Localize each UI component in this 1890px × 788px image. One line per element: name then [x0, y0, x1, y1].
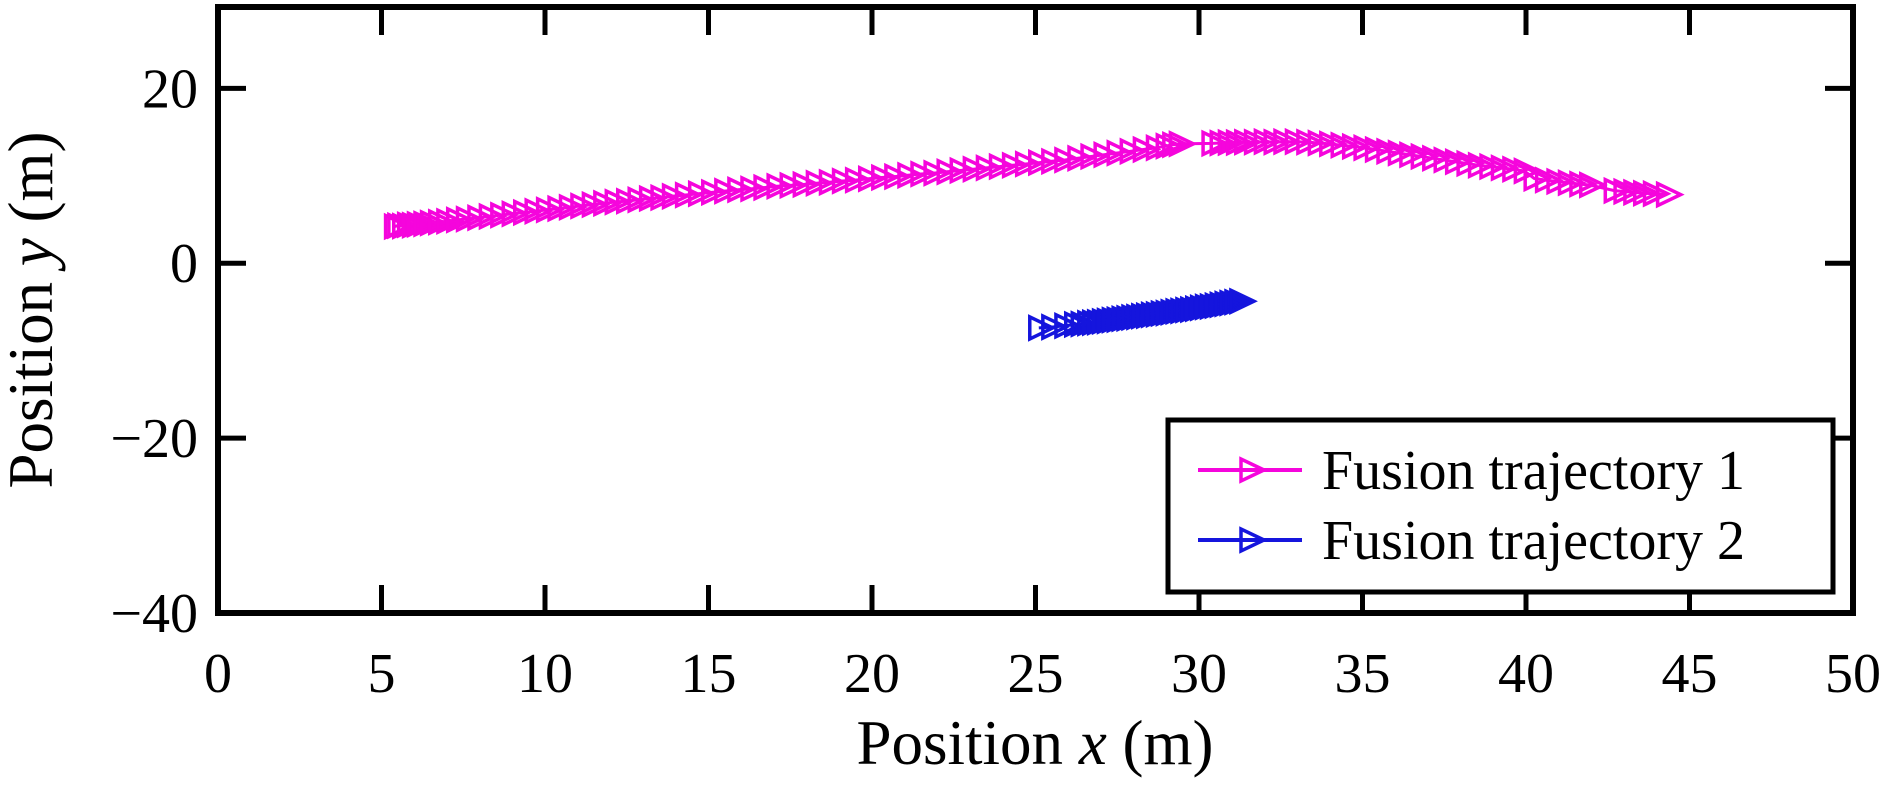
- trajectory-1-marker: [427, 208, 457, 236]
- x-axis-title: Position x (m): [856, 708, 1213, 778]
- trajectory-1: [383, 127, 1685, 241]
- x-tick-label: 20: [844, 643, 900, 705]
- y-tick-label: −20: [110, 408, 198, 470]
- x-tick-label: 15: [681, 643, 737, 705]
- legend-marker-1: [1239, 456, 1269, 484]
- axes-frame: [215, 4, 1856, 616]
- y-tick-label: −40: [110, 583, 198, 645]
- trajectory-1-marker: [1209, 129, 1239, 157]
- x-tick-label: 5: [368, 643, 396, 705]
- x-tick-label: 25: [1008, 643, 1064, 705]
- legend-frame: [1165, 417, 1836, 595]
- trajectory-1-marker: [1579, 171, 1608, 199]
- trajectory-1-marker: [413, 210, 443, 238]
- x-tick-label: 50: [1825, 643, 1881, 705]
- plot-border: [215, 4, 1856, 616]
- trajectory-1-marker: [1655, 180, 1685, 209]
- legend-label-1: Fusion trajectory 1: [1322, 440, 1745, 502]
- legend-box: Fusion trajectory 1 Fusion trajectory 2: [1165, 417, 1836, 595]
- trajectory-1-marker: [419, 209, 449, 237]
- y-tick-label: 0: [170, 233, 198, 295]
- trajectories: [383, 127, 1685, 342]
- trajectory-1-marker: [1225, 128, 1255, 157]
- trajectory-1-marker: [1168, 130, 1198, 158]
- x-tick-label: 40: [1498, 643, 1554, 705]
- legend-marker-2: [1239, 526, 1269, 554]
- y-axis-title: Position y (m): [0, 131, 66, 488]
- legend-label-2: Fusion trajectory 2: [1322, 510, 1745, 572]
- x-tick-labels: 0 5 10 15 20 25 30 35 40 45 50: [204, 643, 1881, 705]
- x-tick-label: 35: [1335, 643, 1391, 705]
- x-tick-label: 0: [204, 643, 232, 705]
- y-tick-labels: 20 0 −20 −40: [110, 58, 198, 645]
- trajectory-1-marker: [1162, 130, 1191, 159]
- trajectory-2-marker: [1229, 287, 1258, 316]
- trajectory-1-line: [394, 140, 1667, 228]
- trajectory-1-marker: [1201, 129, 1231, 158]
- y-tick-label: 20: [142, 58, 198, 120]
- x-tick-label: 45: [1662, 643, 1718, 705]
- x-tick-label: 30: [1171, 643, 1227, 705]
- trajectory-1-marker: [1217, 128, 1247, 157]
- trajectory-2: [1028, 287, 1258, 342]
- x-tick-label: 10: [517, 643, 573, 705]
